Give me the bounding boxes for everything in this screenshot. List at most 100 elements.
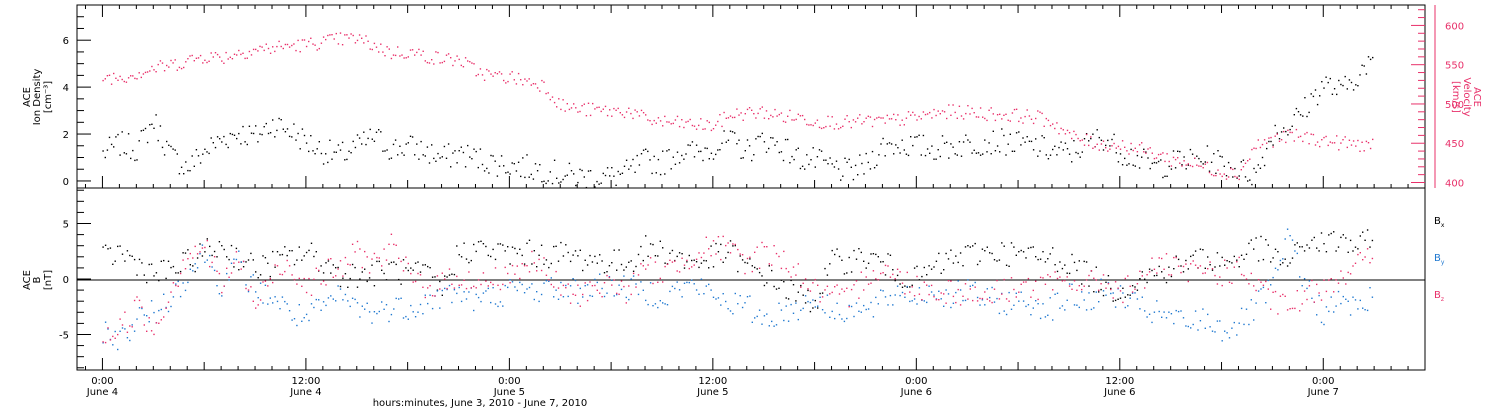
ion-density-point	[1276, 132, 1278, 134]
velocity-point	[348, 37, 350, 39]
ion-density-point	[1113, 133, 1115, 136]
bx-point	[337, 266, 339, 269]
ion-density-point	[899, 152, 901, 154]
ion-density-point	[318, 141, 320, 143]
by-point	[538, 300, 540, 303]
ion-density-point	[157, 139, 159, 142]
velocity-point	[259, 45, 261, 48]
bx-point	[671, 249, 674, 252]
bx-point	[834, 253, 836, 256]
velocity-point	[424, 60, 426, 62]
bx-point	[802, 294, 804, 296]
ion-density-point	[666, 150, 668, 152]
bz-point	[984, 291, 986, 293]
bx-point	[841, 259, 843, 261]
bx-point	[923, 266, 925, 269]
by-point	[1233, 321, 1235, 324]
by-point	[846, 317, 848, 320]
by-point	[567, 295, 569, 298]
bz-point	[1219, 276, 1221, 278]
ion-density-point	[842, 175, 844, 177]
ion-density-point	[937, 149, 939, 151]
velocity-point	[1111, 145, 1113, 147]
bx-point	[463, 242, 465, 244]
velocity-point	[437, 51, 439, 54]
bx-point	[974, 242, 976, 245]
bz-point	[1001, 293, 1003, 295]
by-point	[189, 268, 191, 270]
bz-point	[209, 265, 211, 268]
ion-density-point	[252, 132, 255, 135]
bx-point	[785, 297, 787, 299]
bz-point	[1337, 282, 1340, 284]
ion-density-point	[1200, 161, 1202, 163]
by-point	[468, 291, 470, 293]
velocity-point	[185, 61, 187, 63]
bz-point	[1342, 277, 1344, 279]
bz-point	[1052, 289, 1054, 291]
velocity-point	[992, 113, 994, 115]
bx-point	[1284, 258, 1286, 260]
by-point	[766, 313, 768, 315]
ion-density-point	[1126, 164, 1128, 166]
ion-density-point	[700, 150, 702, 153]
bx-point	[511, 246, 514, 248]
by-point	[882, 290, 884, 292]
velocity-point	[498, 71, 501, 73]
bz-point	[310, 294, 313, 296]
ion-density-point	[172, 148, 174, 150]
ion-density-point	[884, 155, 886, 157]
bx-point	[310, 242, 313, 244]
bz-point	[732, 243, 734, 245]
velocity-point	[433, 63, 435, 65]
velocity-point	[142, 73, 145, 75]
ion-density-point	[350, 152, 352, 154]
bz-point	[712, 240, 715, 242]
velocity-point	[1177, 157, 1179, 159]
bx-point	[528, 239, 531, 241]
bx-point	[657, 255, 659, 257]
bz-point	[226, 267, 228, 269]
by-point	[446, 288, 448, 291]
bx-point	[373, 285, 376, 287]
by-point	[681, 296, 683, 298]
bz-point	[717, 236, 720, 238]
ion-density-point	[1280, 131, 1283, 133]
velocity-point	[1194, 157, 1196, 159]
ion-density-point	[668, 149, 670, 151]
bx-point	[1129, 294, 1131, 296]
bx-point	[536, 266, 538, 268]
by-point	[1323, 323, 1325, 326]
velocity-point	[1249, 158, 1251, 160]
bx-point	[1289, 262, 1291, 264]
bz-point	[523, 265, 526, 267]
by-point	[625, 296, 627, 299]
ion-density-point	[1141, 156, 1143, 158]
by-point	[911, 300, 913, 302]
velocity-point	[153, 69, 155, 71]
bx-point	[1119, 297, 1122, 299]
bx-point	[172, 265, 175, 268]
by-point	[1156, 300, 1158, 302]
bz-point	[1187, 280, 1189, 283]
bx-point	[465, 258, 468, 260]
velocity-point	[1134, 147, 1136, 149]
velocity-point	[753, 113, 755, 115]
bz-point	[267, 285, 269, 287]
bz-point	[683, 264, 686, 266]
ion-density-point	[950, 143, 952, 145]
bx-point	[264, 257, 267, 259]
by-point	[1371, 296, 1374, 298]
velocity-point	[850, 126, 852, 129]
ion-density-point	[1310, 93, 1312, 95]
ion-density-point	[246, 143, 248, 146]
by-point	[1255, 302, 1257, 304]
bz-point	[378, 257, 380, 259]
bz-point	[1071, 288, 1073, 290]
bx-point	[102, 246, 104, 248]
bz-point	[821, 296, 824, 298]
bz-point	[1144, 287, 1146, 289]
ion-density-point	[386, 149, 388, 151]
x-tick-time-label: 12:00	[698, 376, 727, 387]
ion-density-point	[375, 131, 378, 133]
